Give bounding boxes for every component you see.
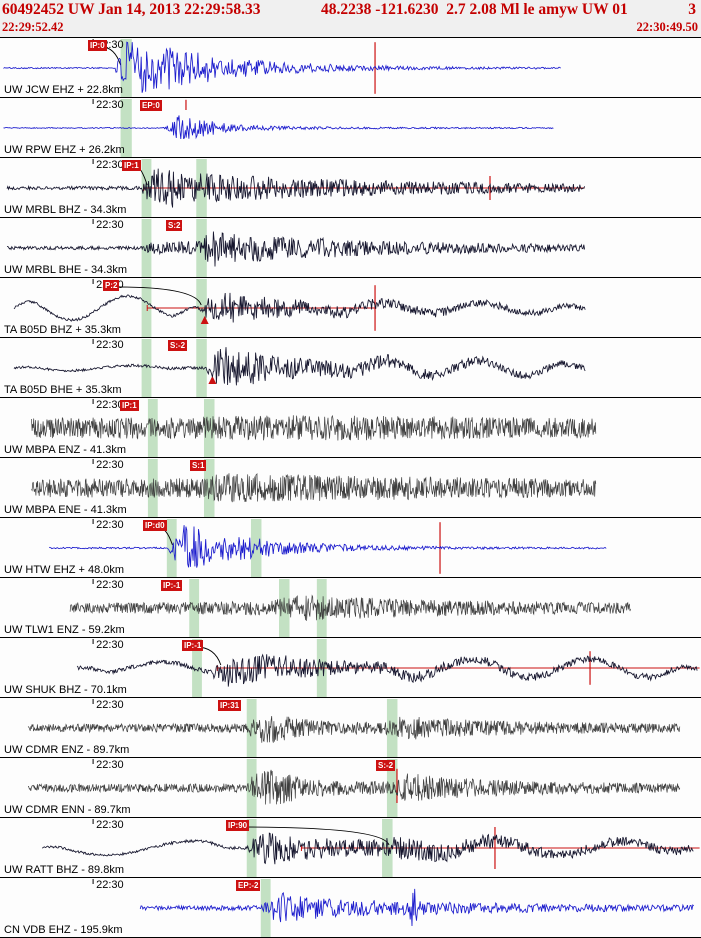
trace-row[interactable]: 22:30 IP:-1 UW SHUK BHZ - 70.1km: [0, 637, 701, 697]
time-tick-label: 22:30: [96, 99, 124, 111]
waveform-plot: [13, 279, 586, 337]
window-end-time: 22:30:49.50: [636, 20, 698, 34]
trace-row[interactable]: 22:30 S:-2 TA B05D BHE + 35.3km: [0, 337, 701, 397]
station-label: UW CDMR ENN - 89.7km: [4, 804, 131, 816]
trace-row[interactable]: 22:30 IP:1 UW MRBL BHZ - 34.3km: [0, 157, 701, 217]
station-label: UW MRBL BHZ - 34.3km: [4, 204, 127, 216]
time-tick-label: 22:30: [96, 879, 124, 891]
time-tick-label: 22:30: [96, 519, 124, 531]
trace-row[interactable]: 22:30 S:-2 UW CDMR ENN - 89.7km: [0, 757, 701, 817]
time-tick-label: 22:30: [96, 399, 124, 411]
station-label: UW HTW EHZ + 48.0km: [4, 564, 125, 576]
time-tick-label: 22:30: [96, 459, 124, 471]
time-tick-label: 22:30: [96, 639, 124, 651]
pick-flag[interactable]: S:1: [189, 460, 207, 471]
waveform-plot: [41, 819, 700, 877]
time-tick-label: 22:30: [96, 699, 124, 711]
station-label: UW MBPA ENZ - 41.3km: [4, 444, 127, 456]
trace-row[interactable]: 22:30 S:2 UW MRBL BHE - 34.3km: [0, 217, 701, 277]
pick-flag[interactable]: IP:31: [218, 700, 242, 711]
event-summary-line: 60492452 UW Jan 14, 2013 22:29:58.33 48.…: [0, 0, 701, 19]
waveform-plot: [27, 699, 681, 757]
station-label: UW CDMR ENZ - 89.7km: [4, 744, 130, 756]
trace-row[interactable]: 22:30 IP:31 UW CDMR ENZ - 89.7km: [0, 697, 701, 757]
event-header: 60492452 UW Jan 14, 2013 22:29:58.33 48.…: [0, 0, 701, 37]
pick-flag[interactable]: IP:0: [87, 40, 107, 51]
waveform-plot: [92, 879, 695, 937]
waveform-plot: [3, 99, 554, 157]
station-label: UW TLW1 ENZ - 59.2km: [4, 624, 125, 636]
station-label: UW JCW EHZ + 22.8km: [4, 84, 123, 96]
time-tick-label: 22:30: [96, 159, 124, 171]
pick-flag[interactable]: P:2: [102, 280, 120, 291]
trace-row[interactable]: 22:30 IP:d0 UW HTW EHZ + 48.0km: [0, 517, 701, 577]
station-label: CN VDB EHZ - 195.9km: [4, 924, 123, 936]
waveform-plot: [6, 219, 586, 277]
time-tick-label: 22:30: [96, 219, 124, 231]
station-label: UW SHUK BHZ - 70.1km: [4, 684, 127, 696]
time-tick-label: 22:30: [96, 579, 124, 591]
waveform-plot: [13, 339, 586, 397]
station-label: UW MRBL BHE - 34.3km: [4, 264, 128, 276]
pick-flag[interactable]: IP:1: [121, 160, 141, 171]
time-tick-label: 22:30: [96, 759, 124, 771]
pick-flag[interactable]: S:2: [165, 220, 183, 231]
event-page-count: 3: [688, 1, 696, 18]
pick-flag[interactable]: IP:1: [120, 400, 139, 411]
pick-flag[interactable]: EP:0: [139, 100, 162, 111]
station-label: TA B05D BHZ + 35.3km: [4, 324, 121, 336]
event-id-origin: 60492452 UW Jan 14, 2013 22:29:58.33: [2, 1, 261, 18]
pick-flag[interactable]: S:-2: [168, 340, 188, 351]
trace-row[interactable]: 22:30 EP:0 UW RPW EHZ + 26.2km: [0, 97, 701, 157]
pick-flag[interactable]: EP:-2: [236, 880, 261, 891]
station-label: UW RPW EHZ + 26.2km: [4, 144, 125, 156]
trace-row[interactable]: 22:30 IP:90 UW RATT BHZ - 89.8km: [0, 817, 701, 877]
waveform-plot: [6, 159, 585, 217]
station-label: UW RATT BHZ - 89.8km: [4, 864, 124, 876]
trace-row[interactable]: 22:30 IP:-1 UW TLW1 ENZ - 59.2km: [0, 577, 701, 637]
waveform-plot: [76, 639, 700, 697]
window-start-time: 22:29:52.42: [2, 20, 64, 34]
trace-row[interactable]: 22:30 EP:-2 CN VDB EHZ - 195.9km: [0, 877, 701, 937]
waveform-plot: [31, 459, 597, 517]
event-location-magnitude: 48.2238 -121.6230 2.7 2.08 Ml le amyw UW…: [321, 1, 628, 18]
time-tick-label: 22:30: [96, 819, 124, 831]
waveform-plot: [49, 519, 607, 577]
pick-flag[interactable]: IP:-1: [161, 580, 183, 591]
pick-flag[interactable]: IP:-1: [181, 640, 204, 651]
waveform-plot: [28, 759, 681, 817]
waveform-plot: [31, 399, 597, 457]
time-tick-label: 22:30: [96, 339, 124, 351]
station-label: UW MBPA ENE - 41.3km: [4, 504, 127, 516]
waveform-plot: [69, 579, 631, 637]
pick-flag[interactable]: IP:90: [226, 820, 250, 831]
trace-row[interactable]: 22:30 P:2 TA B05D BHZ + 35.3km: [0, 277, 701, 337]
trace-row[interactable]: 22:30 IP:0 UW JCW EHZ + 22.8km: [0, 37, 701, 97]
trace-row[interactable]: 22:30 IP:1 UW MBPA ENZ - 41.3km: [0, 397, 701, 457]
pick-flag[interactable]: S:-2: [376, 760, 396, 771]
pick-flag[interactable]: IP:d0: [143, 520, 167, 531]
trace-row[interactable]: 22:30 S:1 UW MBPA ENE - 41.3km: [0, 457, 701, 517]
station-label: TA B05D BHE + 35.3km: [4, 384, 122, 396]
trace-area: 22:30 IP:0 UW JCW EHZ + 22.8km 22:30 EP:…: [0, 37, 701, 938]
time-window-line: 22:29:52.42 22:30:49.50: [0, 19, 701, 35]
